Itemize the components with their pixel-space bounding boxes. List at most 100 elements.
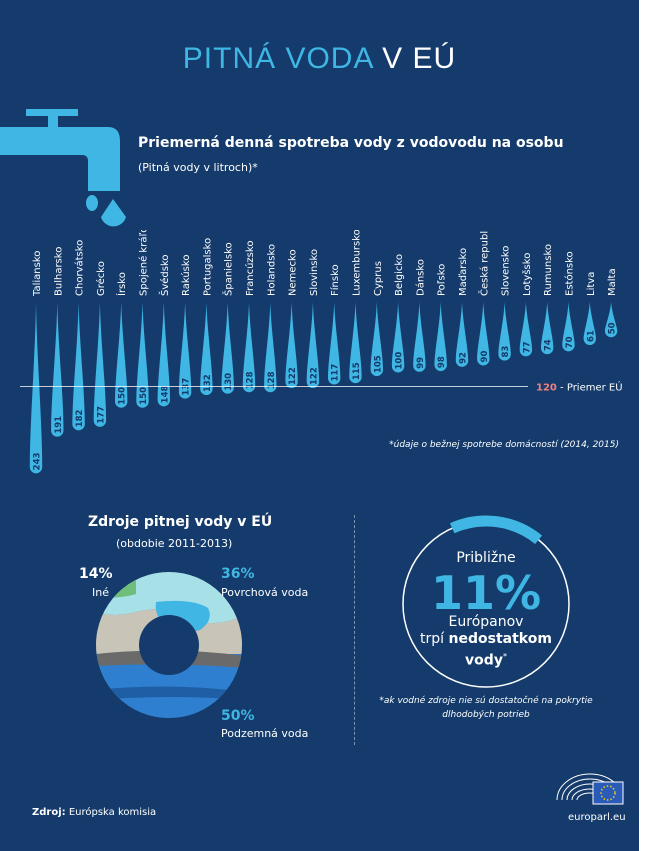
consumption-drop bbox=[285, 302, 298, 389]
shortage-approx: Približne bbox=[456, 550, 516, 566]
sources-chart-title: Zdroje pitnej vody v EÚ bbox=[88, 514, 273, 530]
consumption-value: 122 bbox=[309, 367, 319, 385]
country-label: Francúzsko bbox=[244, 241, 256, 296]
section-divider bbox=[354, 515, 355, 745]
consumption-drop bbox=[519, 302, 533, 357]
consumption-drop bbox=[136, 302, 149, 408]
consumption-drop bbox=[349, 302, 362, 384]
shortage-ring bbox=[402, 515, 570, 688]
consumption-drop bbox=[306, 302, 320, 389]
other-label: Iné bbox=[92, 586, 109, 599]
consumption-value: 98 bbox=[437, 356, 447, 368]
surface-label: Povrchová voda bbox=[221, 586, 309, 599]
consumption-drop bbox=[178, 302, 192, 399]
consumption-drop-chart: Taliansko 243 Bulharsko 191 Chorvátsko 182 Gré… bbox=[20, 230, 623, 474]
consumption-drop bbox=[72, 302, 85, 431]
consumption-value: 182 bbox=[75, 409, 85, 427]
consumption-drop bbox=[200, 302, 213, 396]
shortage-value: 11% bbox=[430, 566, 542, 620]
consumption-value: 70 bbox=[565, 336, 575, 348]
country-label: Fínsko bbox=[329, 264, 341, 296]
consumption-drop bbox=[221, 302, 234, 394]
ground-label: Podzemná voda bbox=[221, 727, 309, 740]
country-label: Poľsko bbox=[437, 264, 448, 296]
source-text: Európska komisia bbox=[65, 807, 157, 818]
consumption-drop bbox=[370, 302, 383, 377]
consumption-value: 150 bbox=[139, 387, 149, 405]
european-parliament-logo bbox=[556, 773, 624, 805]
consumption-value: 74 bbox=[544, 339, 554, 351]
consumption-value: 105 bbox=[373, 355, 383, 373]
country-label: Luxembursko bbox=[352, 230, 363, 296]
country-label: Rakúsko bbox=[180, 255, 192, 296]
country-label: Malta bbox=[607, 268, 618, 296]
consumption-drop bbox=[93, 302, 107, 427]
consumption-value: 115 bbox=[352, 362, 362, 380]
shortage-prefix: trpí bbox=[420, 631, 449, 647]
page-title: PITNÁ VODA V EÚ bbox=[0, 42, 639, 76]
title-part-1: PITNÁ VODA bbox=[182, 42, 373, 75]
consumption-drop bbox=[477, 302, 490, 366]
consumption-drop bbox=[498, 302, 511, 361]
consumption-value: 128 bbox=[246, 371, 256, 389]
consumption-drop bbox=[157, 302, 170, 407]
shortage-arc bbox=[449, 515, 543, 545]
country-label: Česká republika bbox=[477, 230, 490, 296]
sources-donut-chart bbox=[96, 572, 242, 718]
consumption-value: 50 bbox=[608, 322, 618, 334]
consumption-drop bbox=[328, 302, 341, 385]
consumption-value: 243 bbox=[33, 452, 43, 470]
consumption-value: 148 bbox=[160, 386, 170, 404]
consumption-drop bbox=[29, 302, 43, 474]
country-label: Lotyšsko bbox=[521, 253, 533, 296]
other-pct: 14% bbox=[79, 566, 113, 582]
consumption-drop bbox=[413, 302, 426, 372]
consumption-drop bbox=[562, 302, 575, 352]
shortage-note: *ak vodné zdroje nie sú dostatočné na po… bbox=[379, 696, 593, 720]
consumption-drop bbox=[264, 302, 277, 393]
country-label: Belgicko bbox=[394, 254, 405, 296]
consumption-value: 99 bbox=[416, 357, 426, 369]
consumption-drop bbox=[242, 302, 256, 393]
country-label: Maďarsko bbox=[458, 248, 469, 296]
consumption-value: 150 bbox=[118, 387, 128, 405]
consumption-drop bbox=[541, 302, 554, 355]
country-label: Cyprus bbox=[373, 261, 384, 296]
shortage-bold: nedostatkom bbox=[448, 631, 552, 647]
country-label: Portugalsko bbox=[202, 238, 213, 296]
consumption-value: 83 bbox=[501, 346, 511, 358]
consumption-chart-title: Priemerná denná spotreba vody z vodovodu… bbox=[138, 135, 564, 151]
title-part-2: V EÚ bbox=[382, 42, 457, 75]
source-prefix: Zdroj: bbox=[32, 807, 66, 818]
consumption-footnote: *údaje o bežnej spotrebe domácností (201… bbox=[389, 440, 619, 450]
consumption-value: 92 bbox=[459, 352, 469, 364]
consumption-value: 122 bbox=[288, 367, 298, 385]
consumption-drop bbox=[434, 302, 447, 372]
country-label: Estónsko bbox=[564, 251, 576, 296]
country-label: Írsko bbox=[115, 272, 128, 296]
country-label: Nemecko bbox=[288, 249, 299, 296]
consumption-value: 177 bbox=[96, 406, 106, 424]
country-label: Holandsko bbox=[266, 244, 277, 296]
consumption-drop bbox=[51, 302, 64, 437]
consumption-chart-subtitle: (Pitná vody v litroch)* bbox=[138, 161, 258, 174]
country-label: Dánsko bbox=[414, 259, 426, 296]
consumption-drop bbox=[455, 302, 469, 367]
site-url: europarl.eu bbox=[568, 812, 626, 823]
consumption-value: 61 bbox=[586, 330, 596, 342]
country-label: Slovinsko bbox=[309, 249, 320, 296]
shortage-bold-2: vody bbox=[465, 652, 503, 669]
average-label: 120 - Priemer EÚ bbox=[536, 381, 623, 394]
country-label: Španielsko bbox=[222, 242, 235, 296]
country-label: Litva bbox=[586, 272, 597, 296]
consumption-drop bbox=[115, 302, 128, 408]
consumption-value: 90 bbox=[480, 351, 490, 363]
shortage-text: trpí nedostatkom vody* bbox=[396, 630, 576, 670]
consumption-value: 77 bbox=[522, 341, 532, 353]
consumption-drop bbox=[583, 302, 596, 346]
surface-pct: 36% bbox=[221, 566, 255, 582]
consumption-value: 117 bbox=[331, 364, 341, 382]
shortage-asterisk: * bbox=[502, 652, 507, 661]
faucet-icon bbox=[0, 109, 126, 227]
